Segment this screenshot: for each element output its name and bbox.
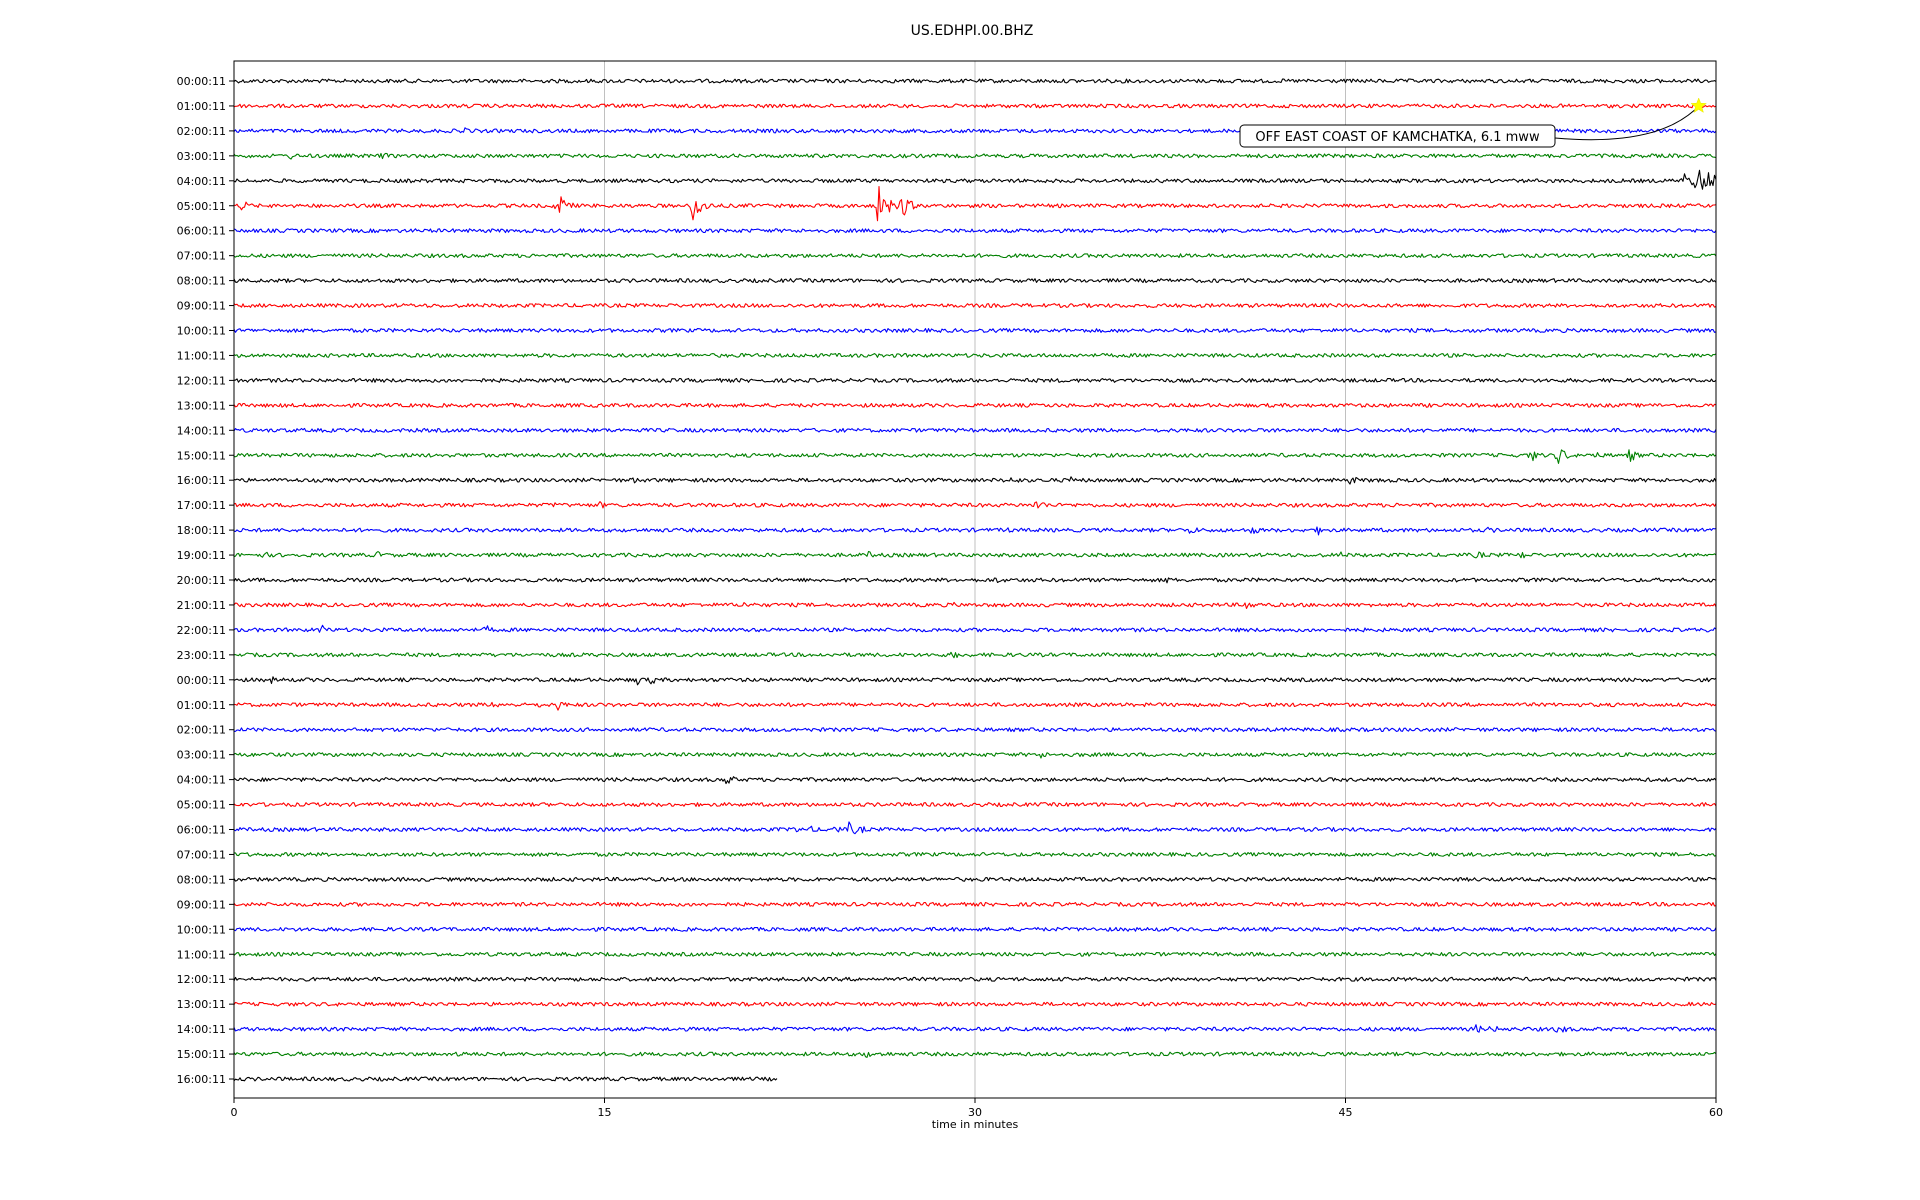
trace-line bbox=[233, 526, 1717, 536]
trace-line bbox=[233, 550, 1717, 559]
x-tick-label: 0 bbox=[231, 1106, 238, 1119]
row-time-label: 01:00:11 bbox=[177, 100, 226, 113]
row-time-label: 07:00:11 bbox=[177, 848, 226, 861]
trace-line bbox=[233, 152, 1717, 160]
row-time-label: 14:00:11 bbox=[177, 424, 226, 437]
row-time-labels: 00:00:11 01:00:11 02:00:11 03:00:11 04:00:11… bbox=[177, 75, 234, 1086]
trace-line bbox=[233, 427, 1717, 433]
trace-line bbox=[233, 727, 1717, 733]
row-time-label: 08:00:11 bbox=[177, 275, 226, 288]
row-time-label: 09:00:11 bbox=[177, 300, 226, 313]
row-time-label: 16:00:11 bbox=[177, 1073, 226, 1086]
trace-line bbox=[233, 1051, 1717, 1058]
trace-line bbox=[233, 776, 1717, 785]
row-time-label: 16:00:11 bbox=[177, 474, 226, 487]
event-star-marker bbox=[1690, 97, 1707, 113]
x-axis-ticks: 0 15 30 45 60 bbox=[231, 1098, 1723, 1119]
trace-line bbox=[233, 449, 1717, 464]
row-time-label: 02:00:11 bbox=[177, 724, 226, 737]
annotation-box bbox=[1239, 124, 1556, 148]
trace-line bbox=[233, 951, 1717, 957]
row-time-label: 15:00:11 bbox=[177, 449, 226, 462]
row-time-label: 17:00:11 bbox=[177, 499, 226, 512]
trace-line bbox=[233, 278, 1717, 284]
trace-lines bbox=[233, 78, 1717, 1082]
x-tick-label: 45 bbox=[1339, 1106, 1353, 1119]
trace-line bbox=[233, 821, 1717, 835]
trace-line bbox=[233, 802, 1717, 807]
trace-line bbox=[233, 926, 1717, 932]
trace-line bbox=[233, 353, 1717, 358]
row-time-label: 19:00:11 bbox=[177, 549, 226, 562]
trace-line bbox=[233, 377, 1717, 383]
trace-line bbox=[233, 303, 1717, 308]
trace-line bbox=[233, 1076, 778, 1082]
row-time-label: 23:00:11 bbox=[177, 649, 226, 662]
trace-line bbox=[233, 976, 1717, 982]
row-time-label: 15:00:11 bbox=[177, 1048, 226, 1061]
x-axis-label: time in minutes bbox=[932, 1118, 1019, 1131]
trace-line bbox=[233, 651, 1717, 659]
trace-line bbox=[233, 253, 1717, 259]
event-annotation: OFF EAST COAST OF KAMCHATKA, 6.1 mww bbox=[1239, 97, 1707, 148]
trace-line bbox=[233, 577, 1717, 584]
annotation-connector bbox=[1554, 109, 1696, 141]
row-time-label: 04:00:11 bbox=[177, 175, 226, 188]
trace-line bbox=[233, 601, 1717, 610]
row-time-label: 22:00:11 bbox=[177, 624, 226, 637]
trace-line bbox=[233, 402, 1717, 408]
x-tick-label: 30 bbox=[968, 1106, 982, 1119]
row-time-label: 03:00:11 bbox=[177, 150, 226, 163]
row-time-label: 11:00:11 bbox=[177, 349, 226, 362]
row-time-label: 06:00:11 bbox=[177, 824, 226, 837]
row-time-label: 09:00:11 bbox=[177, 898, 226, 911]
trace-line bbox=[233, 476, 1717, 485]
row-time-label: 04:00:11 bbox=[177, 774, 226, 787]
row-time-label: 10:00:11 bbox=[177, 923, 226, 936]
row-time-label: 00:00:11 bbox=[177, 674, 226, 687]
row-time-label: 03:00:11 bbox=[177, 749, 226, 762]
trace-line bbox=[233, 676, 1717, 686]
row-time-label: 06:00:11 bbox=[177, 225, 226, 238]
trace-line bbox=[233, 1024, 1717, 1033]
trace-line bbox=[233, 78, 1717, 84]
row-time-label: 07:00:11 bbox=[177, 250, 226, 263]
row-time-label: 20:00:11 bbox=[177, 574, 226, 587]
annotation-text: OFF EAST COAST OF KAMCHATKA, 6.1 mww bbox=[1255, 130, 1540, 145]
row-time-label: 13:00:11 bbox=[177, 399, 226, 412]
trace-line bbox=[233, 901, 1717, 907]
row-time-label: 12:00:11 bbox=[177, 973, 226, 986]
row-time-label: 00:00:11 bbox=[177, 75, 226, 88]
row-time-label: 12:00:11 bbox=[177, 374, 226, 387]
trace-line bbox=[233, 328, 1717, 333]
trace-line bbox=[233, 169, 1717, 190]
row-time-label: 18:00:11 bbox=[177, 524, 226, 537]
row-time-label: 14:00:11 bbox=[177, 1023, 226, 1036]
trace-line bbox=[233, 624, 1717, 633]
trace-line bbox=[233, 185, 1717, 222]
row-time-label: 01:00:11 bbox=[177, 699, 226, 712]
chart-title: US.EDHPI.00.BHZ bbox=[911, 23, 1034, 39]
trace-line bbox=[233, 103, 1717, 109]
trace-line bbox=[233, 501, 1717, 509]
row-time-label: 13:00:11 bbox=[177, 998, 226, 1011]
trace-line bbox=[233, 752, 1717, 759]
trace-line bbox=[233, 876, 1717, 882]
row-time-label: 21:00:11 bbox=[177, 599, 226, 612]
row-time-label: 10:00:11 bbox=[177, 325, 226, 338]
row-time-label: 11:00:11 bbox=[177, 948, 226, 961]
trace-line bbox=[233, 228, 1717, 234]
x-tick-label: 60 bbox=[1709, 1106, 1723, 1119]
x-tick-label: 15 bbox=[598, 1106, 612, 1119]
row-time-label: 05:00:11 bbox=[177, 799, 226, 812]
trace-line bbox=[233, 701, 1717, 711]
row-time-label: 02:00:11 bbox=[177, 125, 226, 138]
trace-line bbox=[233, 852, 1717, 857]
row-time-label: 08:00:11 bbox=[177, 873, 226, 886]
trace-line bbox=[233, 1001, 1717, 1007]
row-time-label: 05:00:11 bbox=[177, 200, 226, 213]
